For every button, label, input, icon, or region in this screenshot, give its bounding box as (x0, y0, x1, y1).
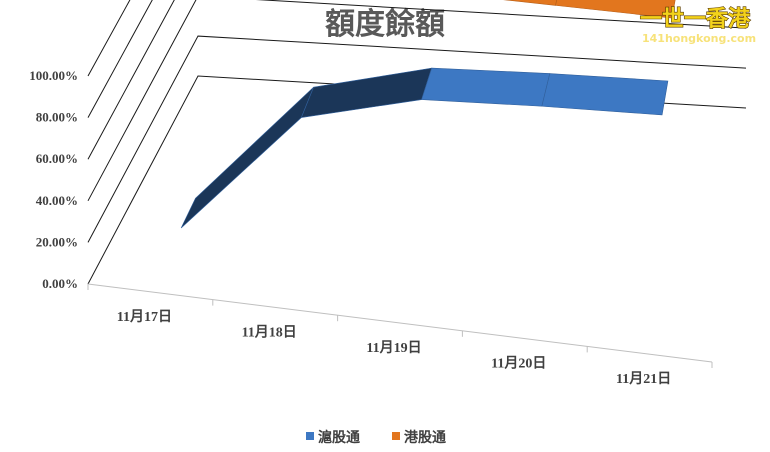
y-tick-label: 40.00% (36, 193, 78, 208)
x-axis-ticks: 11月17日 11月18日 11月19日 11月20日 11月21日 (117, 309, 671, 387)
series-segment (555, 0, 676, 19)
watermark-main-text: 一世一香港 (640, 7, 751, 32)
site-watermark-logo: 一世一香港 141hongkong.com (639, 6, 756, 45)
gridline (87, 35, 747, 243)
watermark-sub-text: 141hongkong.com (642, 32, 756, 45)
y-axis-ticks: 0.00% 20.00% 40.00% 60.00% 80.00% 100.00% (29, 68, 78, 291)
y-tick-label: 60.00% (36, 151, 78, 166)
y-tick-label: 20.00% (36, 234, 78, 249)
gridline (87, 0, 153, 118)
y-tick-label: 80.00% (36, 110, 78, 125)
x-axis-line (87, 283, 713, 363)
legend-label: 港股通 (404, 429, 446, 446)
x-tick-label: 11月17日 (117, 309, 172, 325)
gridline (87, 0, 747, 202)
series-ribbons (180, 0, 676, 229)
series-segment (180, 86, 314, 229)
series-segment (541, 73, 669, 116)
series-segment (300, 67, 433, 118)
y-tick-label: 100.00% (29, 68, 78, 83)
series-segment (421, 67, 551, 107)
series-ribbon-2 (503, 0, 676, 19)
legend-swatch (306, 432, 314, 440)
chart-title: 額度餘額 (325, 7, 445, 42)
x-tick-label: 11月18日 (242, 324, 297, 340)
gridline (87, 0, 131, 77)
x-tick-label: 11月21日 (616, 371, 671, 387)
series-segment (503, 0, 558, 6)
series-ribbon-1 (180, 67, 669, 229)
x-tick-label: 11月19日 (366, 340, 421, 356)
axes (87, 283, 713, 368)
legend-swatch (392, 432, 400, 440)
legend-label: 滬股通 (318, 429, 360, 446)
x-tick-label: 11月20日 (491, 356, 546, 372)
gridline (87, 0, 175, 160)
legend: 滬股通 港股通 (306, 429, 446, 446)
y-tick-label: 0.00% (42, 276, 78, 291)
